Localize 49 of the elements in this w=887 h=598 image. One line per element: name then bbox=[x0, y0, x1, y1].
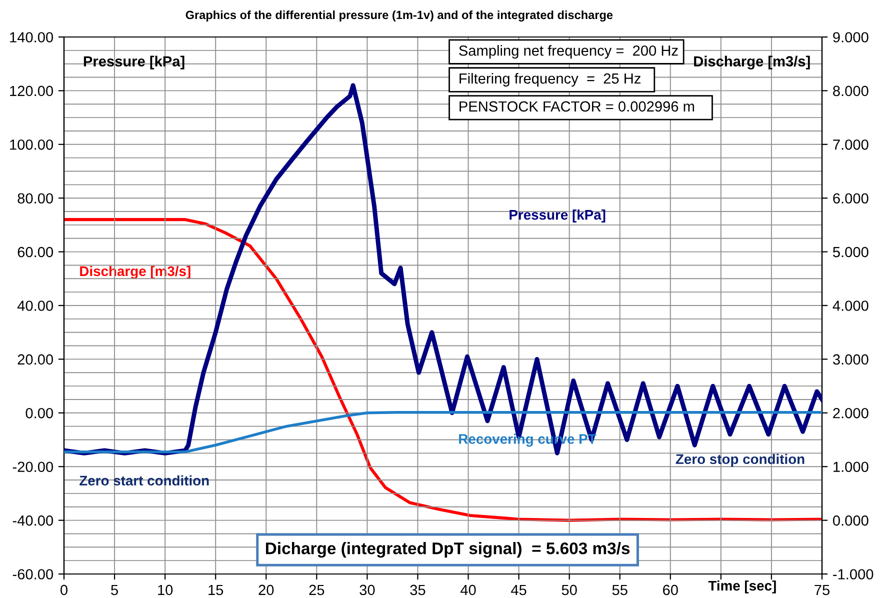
y2-tick-label: 3.000 bbox=[832, 354, 868, 365]
y-tick-label: 120.00 bbox=[10, 86, 54, 96]
y-tick-label: 40.00 bbox=[17, 300, 54, 311]
line-series bbox=[64, 410, 822, 454]
x-tick-label: 30 bbox=[360, 584, 375, 596]
y-tick-label: -60.00 bbox=[12, 569, 54, 580]
y-tick-label: 140.00 bbox=[10, 32, 54, 42]
y-tick-label: -40.00 bbox=[12, 515, 54, 526]
annotation: Zero stop condition bbox=[676, 454, 804, 467]
y-tick-label: 60.00 bbox=[18, 246, 54, 258]
text: Discharge [m3/s] bbox=[80, 266, 190, 279]
x-tick-label: 55 bbox=[612, 584, 628, 596]
y2-tick-label: 5.000 bbox=[833, 246, 868, 258]
chart-title: Graphics of the differential pressure (1m-1v) and of the integrated discharge bbox=[186, 10, 613, 22]
x-tick-label: 45 bbox=[511, 584, 526, 596]
y-tick-label: 0.00 bbox=[26, 408, 54, 418]
x-tick-label: 5 bbox=[111, 584, 118, 596]
annotation: Filtering frequency = 25 Hz bbox=[460, 72, 640, 87]
y-tick-label: -20.00 bbox=[12, 462, 54, 472]
y-axis-title: Pressure [kPa] bbox=[84, 56, 184, 70]
text: Pressure [kPa] bbox=[510, 210, 606, 222]
y2-tick-label: 0.000 bbox=[832, 515, 868, 526]
y2-tick-label: 4.000 bbox=[832, 300, 868, 311]
y2-axis-title: Discharge [m3/s] bbox=[694, 56, 810, 70]
y2-tick-label: -1.000 bbox=[833, 569, 874, 580]
y-tick-label: 100.00 bbox=[10, 140, 54, 150]
annotation: Zero start condition bbox=[80, 475, 209, 486]
x-tick-label: 25 bbox=[309, 584, 324, 596]
x-tick-label: 75 bbox=[814, 584, 830, 596]
y-tick-label: 80.00 bbox=[18, 193, 54, 204]
annotation: Sampling net frequency = 200 Hz bbox=[459, 45, 678, 59]
annotation: PENSTOCK FACTOR = 0.002996 m bbox=[460, 101, 694, 112]
y2-tick-label: 9.000 bbox=[833, 32, 868, 42]
y2-tick-label: 7.000 bbox=[833, 140, 868, 150]
y2-tick-label: 6.000 bbox=[833, 193, 868, 204]
x-tick-label: 10 bbox=[158, 584, 173, 596]
x-tick-label: 0 bbox=[60, 584, 68, 596]
x-tick-label: 15 bbox=[208, 584, 224, 596]
x-tick-label: 20 bbox=[258, 584, 274, 596]
y2-tick-label: 2.000 bbox=[833, 408, 868, 418]
y2-tick-label: 8.000 bbox=[833, 86, 868, 96]
x-tick-label: 50 bbox=[562, 584, 577, 596]
x-tick-label: 60 bbox=[663, 584, 678, 596]
x-tick-label: 40 bbox=[460, 584, 476, 596]
annotation: Dicharge (integrated DpT signal) = 5.603 m3/s bbox=[266, 542, 630, 558]
y2-tick-label: 1.000 bbox=[834, 462, 868, 472]
y-tick-label: 20.00 bbox=[18, 354, 54, 365]
x-axis-title: Time [sec] bbox=[708, 580, 776, 594]
x-tick-label: 35 bbox=[410, 584, 426, 596]
